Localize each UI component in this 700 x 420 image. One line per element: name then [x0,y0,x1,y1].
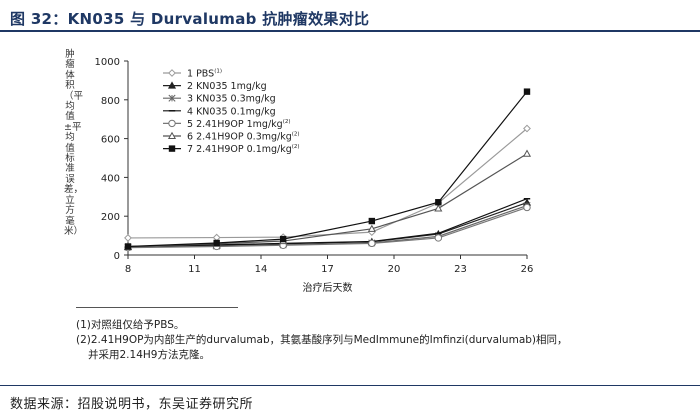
footnote-1: (1)对照组仅给予PBS。 [76,319,185,331]
data-point-series-5 [368,239,376,248]
footnote-3: 并采用2.14H9方法克隆。 [88,349,210,361]
y-tick-label: 200 [101,212,120,223]
legend-superscript: (2) [283,119,291,125]
legend-marker-5 [168,119,176,128]
data-point-series-7 [435,199,442,206]
legend-label-5: 5 2.41H9OP 1mg/kg(2) [187,119,291,130]
data-point-series-7 [124,243,132,250]
y-tick-label: 600 [101,135,120,146]
source-note: 数据来源：招股说明书，东吴证券研究所 [10,397,254,412]
x-tick-label: 14 [255,264,268,275]
y-tick-label: 0 [114,251,120,262]
chart-area: 0 200 400 600 800 1000 8 11 14 17 20 23 26 治疗后天数 1 PBS… [0,34,700,304]
title-divider [0,30,700,32]
x-tick-label: 17 [321,264,334,275]
legend-label-4: 4 KN035 0.1mg/kg [187,106,276,117]
legend-marker-2 [167,81,177,89]
y-axis-label: 肿瘤体积（平均值±平均值标准误差，立方毫米） [64,49,84,237]
data-point-series-7 [279,235,287,243]
data-point-series-6 [522,149,532,157]
legend-marker-1 [168,69,176,77]
data-point-series-6 [367,224,376,232]
y-tick-label: 1000 [95,57,120,68]
data-point-series-1 [124,234,132,242]
data-point-series-6 [434,204,443,212]
x-tick-label: 20 [388,264,401,275]
legend-label-3: 3 KN035 0.3mg/kg [187,94,276,105]
series-line-4 [127,198,528,248]
series-line-6 [127,153,528,248]
y-tick-label: 400 [101,173,120,184]
data-point-series-7 [213,239,220,247]
legend-marker-3 [168,94,176,102]
series-line-7 [127,91,528,248]
legend-label-1: 1 PBS(1) [187,69,222,80]
legend-label-6: 6 2.41H9OP 0.3mg/kg(2) [187,132,300,143]
legend-label-7: 7 2.41H9OP 0.1mg/kg(2) [187,144,300,155]
x-tick-label: 23 [454,264,467,275]
notes-divider [76,307,238,308]
data-point-series-1 [523,124,531,133]
line-chart: 0 200 400 600 800 1000 8 11 14 17 20 23 26 治疗后天数 1 PBS… [95,57,534,294]
legend-superscript: (2) [292,144,300,150]
legend-label-2: 2 KN035 1mg/kg [187,81,267,92]
y-tick-label: 800 [101,96,120,107]
legend-marker-6 [167,131,177,140]
series-line-5 [127,206,528,249]
x-tick-label: 26 [521,264,534,275]
footnote-2: (2)2.41H9OP为内部生产的durvalumab，其氨基酸序列与MedIm… [76,334,568,346]
legend-superscript: (1) [214,69,222,75]
series-line-3 [127,204,528,248]
data-point-series-7 [523,88,531,95]
data-point-series-5 [523,203,531,212]
x-axis-label: 治疗后天数 [303,281,353,294]
data-point-series-7 [368,217,376,225]
x-tick-label: 8 [125,264,131,275]
legend-marker-7 [168,145,176,152]
series-line-2 [127,202,528,248]
legend-superscript: (2) [292,132,300,138]
footer-divider [0,385,700,386]
data-point-series-5 [434,234,443,242]
x-tick-label: 11 [188,264,201,275]
figure-title: 图 32：KN035 与 Durvalumab 抗肿瘤效果对比 [10,10,370,28]
footnotes: (1)对照组仅给予PBS。 (2)2.41H9OP为内部生产的durvaluma… [76,318,568,363]
